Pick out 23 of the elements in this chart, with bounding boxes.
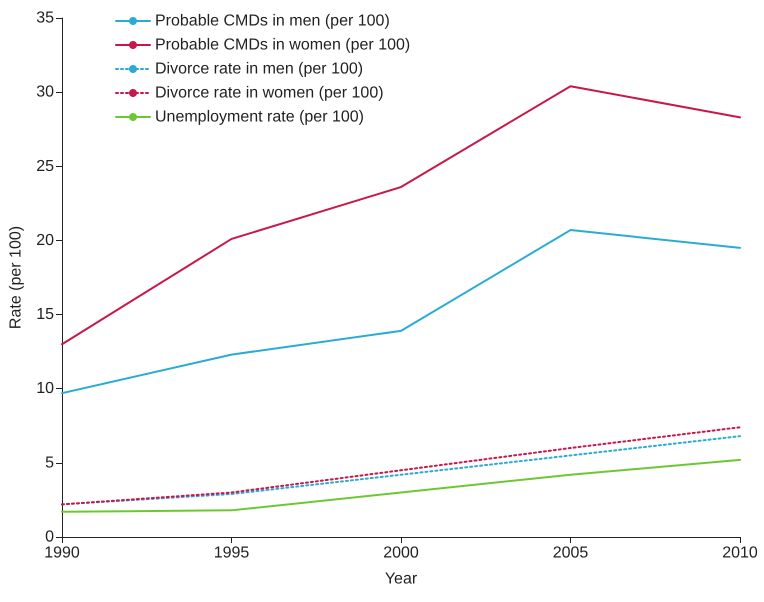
y-tick-label: 0 [45, 528, 54, 546]
line-series [61, 229, 741, 394]
line-series [61, 85, 741, 346]
y-axis-title: Rate (per 100) [8, 226, 24, 330]
x-tick-label: 2000 [383, 544, 419, 562]
y-tick-label: 35 [36, 10, 54, 26]
x-axis-title: Year [384, 570, 418, 588]
x-tick-label: 1990 [44, 544, 80, 562]
x-tick-label: 2005 [552, 544, 588, 562]
x-tick-label: 1995 [214, 544, 250, 562]
y-tick-label: 10 [36, 380, 54, 398]
y-tick-label: 30 [36, 84, 54, 101]
legend-label: Probable CMDs in men (per 100) [155, 12, 390, 30]
x-tick-label: 2010 [722, 544, 758, 562]
legend-label: Divorce rate in men (per 100) [155, 60, 364, 78]
y-tick-label: 20 [36, 232, 54, 249]
legend-label: Unemployment rate (per 100) [155, 108, 364, 126]
y-tick-label: 5 [45, 454, 54, 472]
y-tick-label: 25 [36, 158, 54, 175]
y-tick-label: 15 [36, 306, 54, 324]
line-series [61, 458, 741, 513]
legend-label: Probable CMDs in women (per 100) [155, 36, 410, 54]
legend-label: Divorce rate in women (per 100) [155, 84, 384, 102]
